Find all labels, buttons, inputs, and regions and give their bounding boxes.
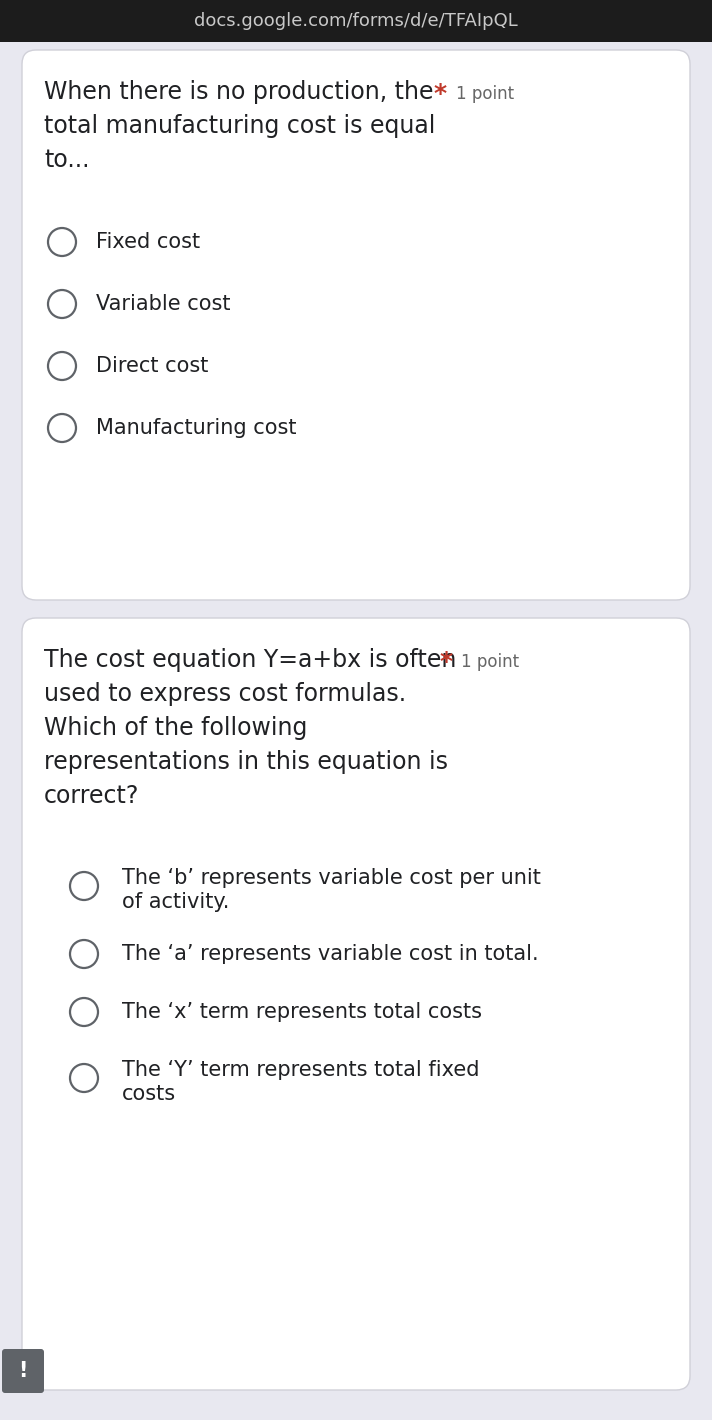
Text: Direct cost: Direct cost	[96, 356, 209, 376]
Text: *: *	[434, 82, 447, 106]
PathPatch shape	[22, 50, 690, 601]
Text: total manufacturing cost is equal: total manufacturing cost is equal	[44, 114, 435, 138]
Text: 1 point: 1 point	[456, 85, 514, 104]
PathPatch shape	[22, 618, 690, 1390]
FancyBboxPatch shape	[2, 1349, 44, 1393]
Text: Fixed cost: Fixed cost	[96, 231, 200, 251]
Text: 1 point: 1 point	[461, 653, 519, 672]
Text: Which of the following: Which of the following	[44, 716, 308, 740]
Text: When there is no production, the: When there is no production, the	[44, 80, 434, 104]
Text: The ‘a’ represents variable cost in total.: The ‘a’ represents variable cost in tota…	[122, 944, 538, 964]
Text: of activity.: of activity.	[122, 892, 229, 912]
Text: Variable cost: Variable cost	[96, 294, 231, 314]
Text: Manufacturing cost: Manufacturing cost	[96, 417, 296, 437]
Text: to...: to...	[44, 148, 90, 172]
Text: correct?: correct?	[44, 784, 140, 808]
Text: *: *	[439, 650, 452, 674]
Text: The ‘Y’ term represents total fixed: The ‘Y’ term represents total fixed	[122, 1059, 479, 1081]
Text: The cost equation Y=a+bx is often: The cost equation Y=a+bx is often	[44, 648, 456, 672]
Text: representations in this equation is: representations in this equation is	[44, 750, 448, 774]
Text: costs: costs	[122, 1083, 176, 1103]
Bar	[0, 0, 712, 43]
Text: docs.google.com/forms/d/e/TFAIpQL: docs.google.com/forms/d/e/TFAIpQL	[194, 11, 518, 30]
Text: The ‘x’ term represents total costs: The ‘x’ term represents total costs	[122, 1003, 482, 1022]
Text: used to express cost formulas.: used to express cost formulas.	[44, 682, 406, 706]
Text: !: !	[19, 1360, 28, 1382]
Text: The ‘b’ represents variable cost per unit: The ‘b’ represents variable cost per uni…	[122, 868, 541, 888]
